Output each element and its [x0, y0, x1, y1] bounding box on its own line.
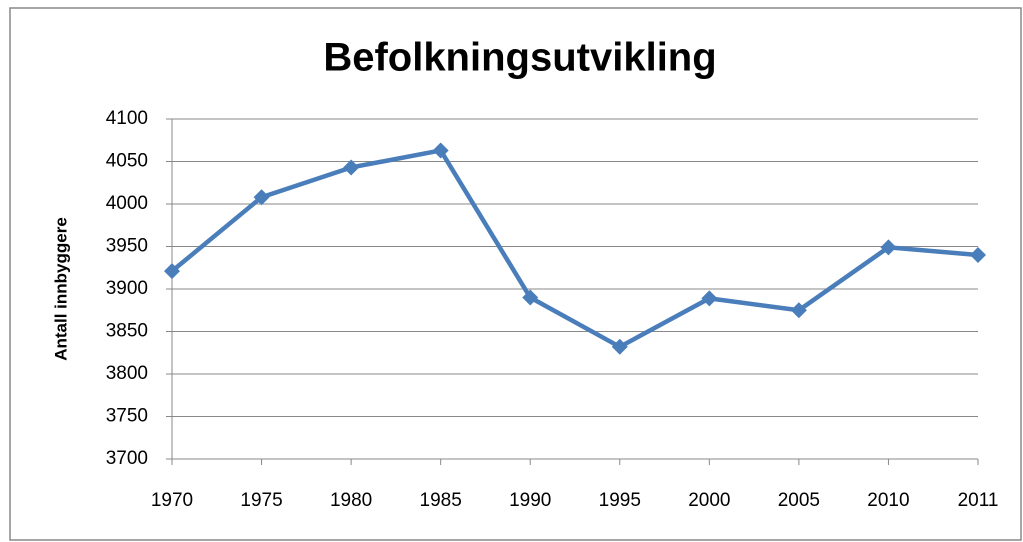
y-tick-label: 3800 [106, 363, 148, 384]
y-tick-label: 3950 [106, 236, 148, 257]
marker [522, 289, 539, 306]
marker [790, 302, 807, 319]
marker [253, 189, 270, 206]
marker [432, 142, 449, 159]
x-tick-label: 2000 [688, 490, 730, 511]
chart-title: Befolkningsutvikling [323, 36, 716, 80]
y-tick-label: 3900 [106, 278, 148, 299]
x-tick-label: 1970 [151, 490, 193, 511]
marker [701, 290, 718, 307]
x-tick-label: 2005 [778, 490, 820, 511]
y-tick-label: 3700 [106, 448, 148, 469]
y-tick-label: 4050 [106, 151, 148, 172]
marker [611, 338, 628, 355]
x-tick-label: 2011 [958, 490, 999, 511]
y-tick-label: 4000 [106, 193, 148, 214]
y-axis-label: Antall innbyggere [51, 217, 70, 361]
x-tick-label: 2010 [867, 490, 909, 511]
x-tick-label: 1975 [240, 490, 282, 511]
marker [880, 239, 897, 256]
marker [164, 263, 180, 280]
x-tick-label: 1985 [420, 490, 462, 511]
y-tick-label: 3850 [106, 321, 148, 342]
marker [343, 159, 360, 176]
y-tick-label: 4100 [106, 108, 148, 129]
x-tick-label: 1995 [599, 490, 641, 511]
x-tick-label: 1980 [330, 490, 372, 511]
x-tick-label: 1990 [509, 490, 551, 511]
series-line [170, 148, 979, 350]
marker [970, 247, 986, 263]
y-tick-label: 3750 [106, 406, 148, 427]
